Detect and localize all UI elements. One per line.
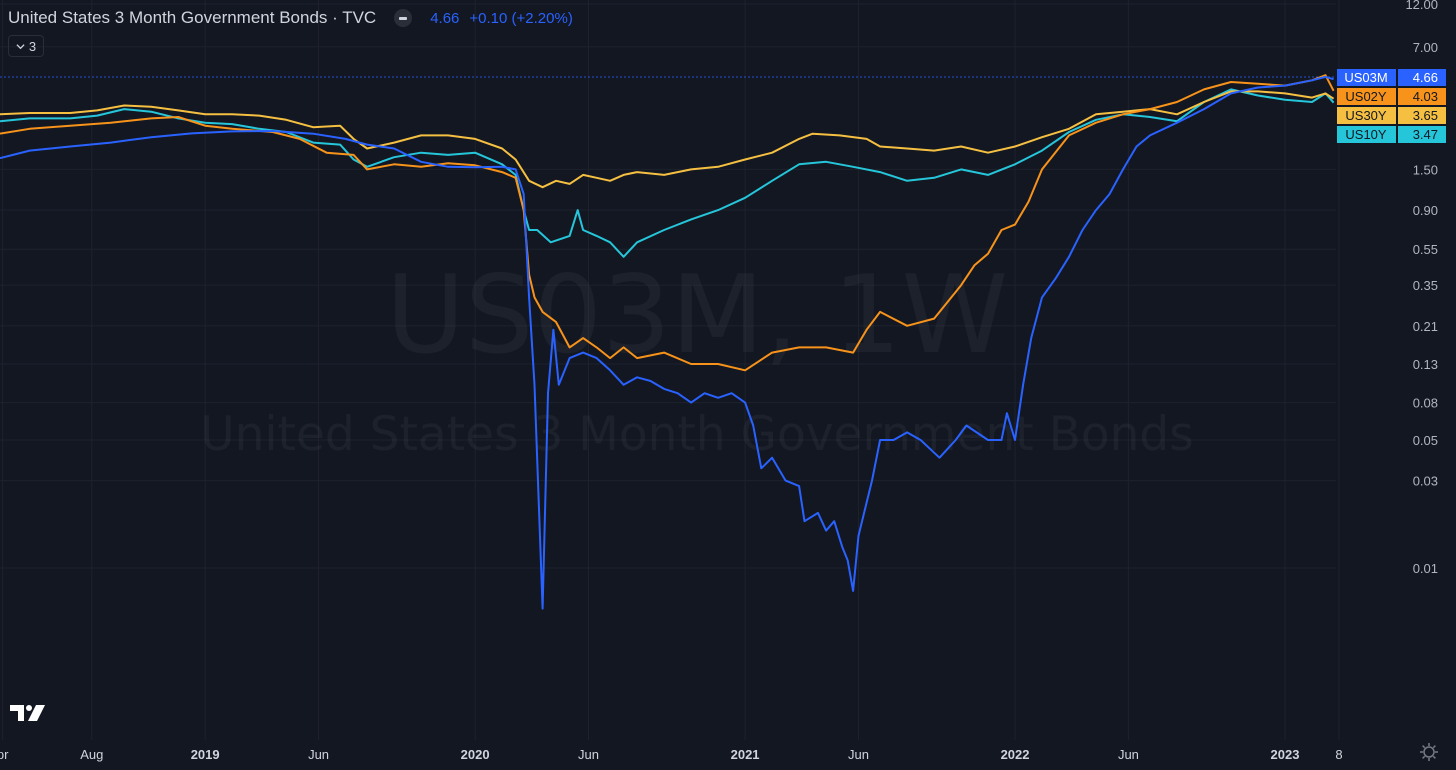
- x-tick-label-7: Jun: [848, 747, 869, 762]
- header-price: 4.66: [430, 9, 460, 27]
- price-label-value-bg: [1398, 69, 1446, 86]
- price-label-us10y: US10Y 3.47: [1337, 126, 1446, 143]
- x-tick-label-1: Aug: [80, 747, 103, 762]
- price-label-name-bg: [1337, 126, 1396, 143]
- y-tick-label-6: 0.21: [1413, 319, 1438, 334]
- y-tick-label-7: 0.13: [1413, 357, 1438, 372]
- y-tick-label-8: 0.08: [1413, 396, 1438, 411]
- x-tick-label-11: 8: [1335, 747, 1342, 762]
- price-label-value: 4.03: [1413, 89, 1438, 104]
- y-tick-label-0: 12.00: [1405, 0, 1438, 12]
- x-tick-label-2: 2019: [191, 747, 220, 762]
- series-line-us30y: [0, 90, 1335, 189]
- y-tick-label-9: 0.05: [1413, 433, 1438, 448]
- price-label-us02y: US02Y 4.03: [1337, 88, 1446, 105]
- chart-title: United States 3 Month Government Bonds ·…: [8, 8, 377, 27]
- price-label-us30y: US30Y 3.65: [1337, 107, 1446, 124]
- y-tick-label-4: 0.55: [1413, 242, 1438, 257]
- price-label-name-bg: [1337, 88, 1396, 105]
- minus-icon[interactable]: [394, 9, 413, 27]
- x-tick-label-3: Jun: [308, 747, 329, 762]
- tradingview-logo-icon[interactable]: [10, 702, 46, 724]
- price-label-value: 3.47: [1413, 127, 1438, 142]
- price-label-value-bg: [1398, 126, 1446, 143]
- price-label-name: US10Y: [1345, 127, 1387, 142]
- legend-collapse-button[interactable]: 3: [8, 35, 44, 57]
- x-tick-label-4: 2020: [461, 747, 490, 762]
- price-label-name: US03M: [1344, 70, 1387, 85]
- y-tick-label-1: 7.00: [1413, 40, 1438, 55]
- settings-gear-icon[interactable]: [1419, 742, 1439, 762]
- x-tick-label-6: 2021: [731, 747, 760, 762]
- price-labels: US03M 4.66 US02Y 4.03 US30Y 3.65 US10Y 3.47: [1337, 69, 1446, 143]
- y-axis: 12.00 7.00 1.50 0.90 0.55 0.35 0.21 0.13 0.08 0.0…: [1405, 0, 1438, 576]
- price-label-name: US02Y: [1345, 89, 1387, 104]
- price-label-value: 3.65: [1413, 108, 1438, 123]
- legend-count: 3: [28, 38, 37, 54]
- watermark-symbol: US03M, 1W: [386, 253, 1008, 378]
- chart-header: United States 3 Month Government Bonds ·…: [8, 8, 573, 28]
- x-tick-label-8: 2022: [1001, 747, 1030, 762]
- grid-layer: [0, 0, 1340, 740]
- x-tick-label-10: 2023: [1271, 747, 1300, 762]
- x-tick-label-5: Jun: [578, 747, 599, 762]
- price-label-value-bg: [1398, 107, 1446, 124]
- x-axis: pr Aug 2019 Jun 2020 Jun 2021 Jun 2022 Jun 2023 8: [0, 747, 1343, 762]
- y-tick-label-11: 0.01: [1413, 561, 1438, 576]
- watermark-name: United States 3 Month Government Bonds: [200, 407, 1193, 462]
- series-line-us03m: [0, 75, 1334, 610]
- series-layer: [0, 74, 1335, 610]
- price-label-name: US30Y: [1345, 108, 1387, 123]
- y-tick-label-2: 1.50: [1413, 162, 1438, 177]
- series-line-us02y: [0, 74, 1335, 372]
- price-label-name-bg: [1337, 69, 1396, 86]
- price-label-us03m: US03M 4.66: [1337, 69, 1446, 86]
- price-label-value-bg: [1398, 88, 1446, 105]
- y-tick-label-3: 0.90: [1413, 203, 1438, 218]
- y-tick-label-5: 0.35: [1413, 278, 1438, 293]
- header-change: +0.10 (+2.20%): [469, 9, 573, 27]
- price-label-value: 4.66: [1413, 70, 1438, 85]
- x-tick-label-0: pr: [0, 747, 9, 762]
- price-label-name-bg: [1337, 107, 1396, 124]
- collapse-chevron-icon: [16, 43, 25, 49]
- x-tick-label-9: Jun: [1118, 747, 1139, 762]
- y-tick-label-10: 0.03: [1413, 474, 1438, 489]
